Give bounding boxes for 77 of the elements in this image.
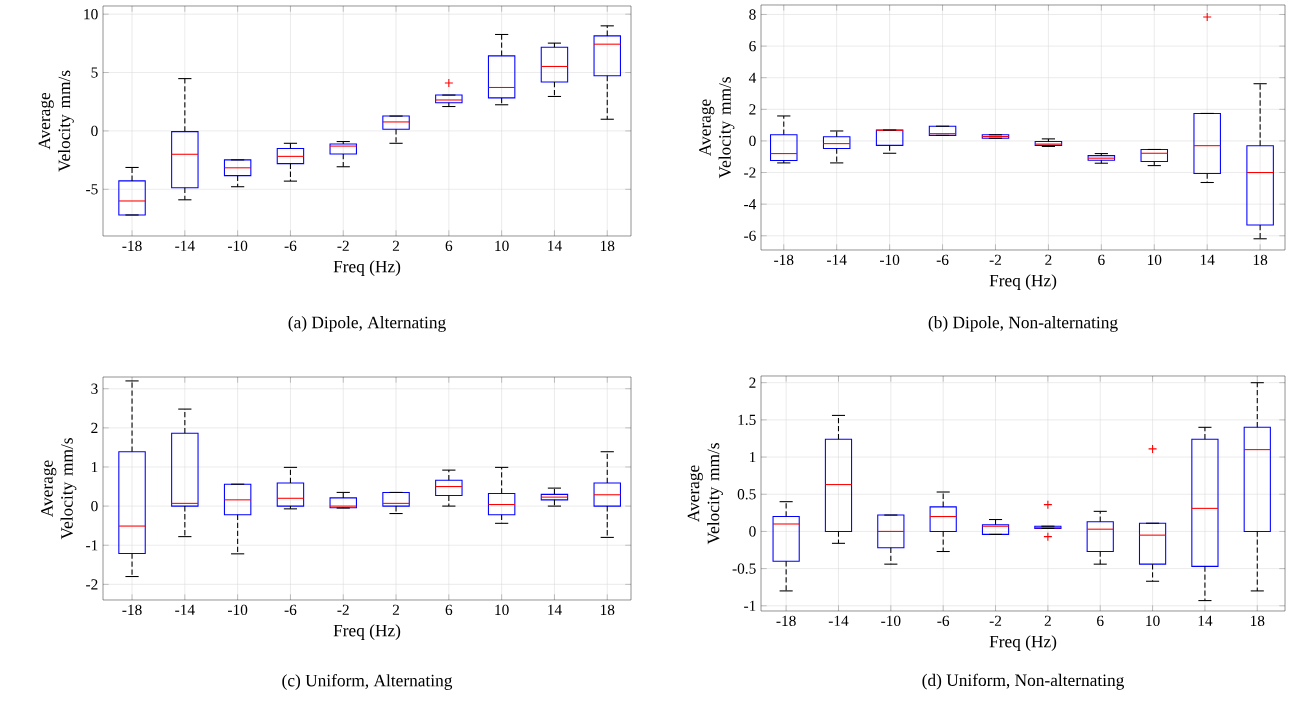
x-tick-label: 10 [1147,254,1162,266]
y-tick-label: 1 [749,452,756,463]
x-tick-label: -6 [936,254,949,265]
x-tick-label: 6 [1097,615,1104,627]
y-tick-label: 1 [91,461,98,473]
x-tick-label: 2 [392,240,400,251]
x-tick-label: -18 [774,254,794,266]
y-tick-label: -2 [86,579,98,590]
x-tick-label: -10 [227,604,248,616]
x-tick-label: -18 [776,615,796,627]
x-tick-label: 10 [495,240,509,252]
x-tick-label: -6 [937,615,950,627]
x-tick-label: -6 [284,604,297,616]
x-tick-label: 6 [445,604,453,616]
x-tick-label: 14 [548,240,562,251]
x-tick-label: 18 [1253,254,1268,266]
x-axis-title: Freq (Hz) [333,260,401,276]
y-tick-label: 0 [749,526,756,537]
y-tick-label: 3 [91,383,98,394]
y-axis-title: Average Velocity mm/s [687,443,723,545]
x-tick-label: -14 [828,615,849,626]
y-tick-label: 0 [749,135,756,147]
x-tick-label: -6 [284,240,297,251]
x-tick-label: 2 [392,604,400,615]
x-tick-label: -2 [989,254,1002,265]
text: (b) Dipole, Non-alternating [928,316,1118,332]
x-tick-label: 14 [1200,254,1215,265]
y-tick-label: 1.5 [738,414,756,426]
x-tick-label: 10 [495,604,509,616]
y-tick-label: -6 [744,230,756,241]
y-tick-label: 2 [91,422,98,433]
y-tick-label: 8 [749,9,756,20]
y-tick-label: 0 [91,125,98,137]
y-axis-title: Average Velocity mm/s [38,70,74,172]
x-tick-label: -14 [175,604,195,615]
x-tick-label: -18 [122,240,142,252]
x-tick-label: 6 [445,240,453,251]
text: (c) Uniform, Alternating [282,674,453,690]
y-tick-label: -1 [86,540,98,551]
y-tick-label: -1 [744,600,756,611]
x-tick-label: -10 [227,240,248,252]
y-axis-title: Average Velocity mm/s [41,438,77,540]
y-tick-label: -4 [744,199,757,210]
x-tick-label: -10 [881,615,901,627]
x-tick-label: 14 [1198,615,1213,626]
y-axis-title: Average Velocity mm/s [699,77,735,179]
x-tick-label: -2 [337,604,349,615]
x-tick-label: -14 [827,254,847,265]
y-tick-label: 0 [91,500,98,512]
x-tick-label: -10 [879,254,900,266]
x-tick-label: -2 [337,240,349,251]
x-axis-title: Freq (Hz) [989,635,1057,651]
x-axis-title: Freq (Hz) [333,624,401,640]
y-tick-label: -5 [86,184,98,195]
x-tick-label: -14 [175,240,195,251]
x-tick-label: 2 [1045,254,1052,265]
x-tick-label: -2 [989,615,1002,626]
y-tick-label: 10 [84,9,98,20]
y-tick-label: -2 [744,167,756,178]
y-tick-label: 5 [91,67,98,78]
x-tick-label: 10 [1146,615,1160,627]
text: (a) Dipole, Alternating [288,316,446,332]
x-tick-label: 6 [1098,254,1105,265]
y-tick-label: -0.5 [732,563,756,574]
y-tick-label: 4 [748,72,757,83]
y-tick-label: 6 [749,40,756,52]
x-tick-label: 18 [1250,615,1265,627]
x-tick-label: 14 [548,604,562,615]
y-tick-label: 2 [749,377,756,388]
x-tick-label: -18 [122,604,142,616]
x-axis-title: Freq (Hz) [989,274,1057,290]
y-tick-label: 0.5 [737,489,756,500]
x-tick-label: 18 [600,240,615,252]
x-tick-label: 2 [1044,615,1051,626]
text: (d) Uniform, Non-alternating [922,673,1125,690]
y-tick-label: 2 [749,104,756,115]
x-tick-label: 18 [600,604,615,616]
